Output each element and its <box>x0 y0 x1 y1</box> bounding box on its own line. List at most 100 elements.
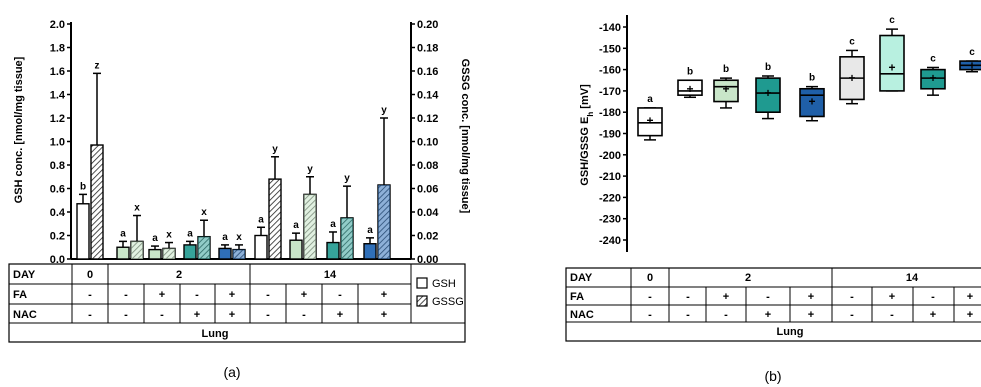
panel-a-right-tick-label: 0.14 <box>417 90 439 102</box>
box-body <box>799 87 825 118</box>
panel-a-right-tick-label: 0.12 <box>417 113 438 125</box>
panel-b-tick-label: -200 <box>599 150 621 162</box>
table-b-fa-cell: - <box>686 291 690 303</box>
table-a-nac-cell: + <box>229 309 235 321</box>
gssg-significance-letter: y <box>307 164 313 175</box>
box-mean-marker: + <box>808 95 815 109</box>
panel-b-tick-label: -220 <box>599 192 621 204</box>
legend-gssg-label: GSSG <box>432 296 464 308</box>
gsh-significance-letter: a <box>152 233 158 244</box>
panel-b-tick-label: -240 <box>599 235 621 247</box>
legend-gssg-swatch <box>416 295 428 307</box>
panel-b-axes: -140 -150 -160 -170 -180 -190 -200 -210 -220 -230… <box>599 15 628 252</box>
table-b-row-label: DAY <box>570 272 593 284</box>
legend-gsh-label: GSH <box>432 278 456 290</box>
panel-a-right-tick-label: 0.08 <box>417 160 438 172</box>
gssg-bar <box>90 144 104 260</box>
gsh-bar <box>76 203 90 260</box>
table-a-nac-cell: - <box>266 309 270 321</box>
gssg-bar-tint <box>378 184 390 259</box>
box-mean-marker: + <box>968 58 975 72</box>
table-b-tissue-label: Lung <box>777 326 804 338</box>
gssg-bar <box>268 178 282 260</box>
panel-b-tick-label: -140 <box>599 22 621 34</box>
panel-a-chart: GSH conc. [nmol/mg tissue] GSSG conc. [n… <box>13 19 471 266</box>
panel-a-left-tick-label: 1.4 <box>50 90 66 102</box>
box-significance-letter: b <box>809 73 815 84</box>
box-significance-letter: b <box>723 64 729 75</box>
box-significance-letter: b <box>765 62 771 73</box>
panel-b-tick-label: -210 <box>599 171 621 183</box>
panel-a-left-tick-label: 0.4 <box>50 207 66 219</box>
gsh-bar <box>326 241 340 260</box>
table-a-fa-cell: - <box>195 289 199 301</box>
gssg-bar-tint <box>341 217 353 259</box>
gssg-bar-tint <box>163 248 175 259</box>
panel-a-right-tick-label: 0.20 <box>417 19 438 31</box>
table-a-nac-cell: - <box>160 309 164 321</box>
table-a-row-label: FA <box>13 289 27 301</box>
box-mean-marker: + <box>646 114 653 128</box>
gsh-significance-letter: a <box>120 228 126 239</box>
box-body <box>755 77 781 114</box>
table-b-day-value: 0 <box>647 272 653 284</box>
table-b-nac-cell: - <box>850 309 854 321</box>
gsh-significance-letter: a <box>330 219 336 230</box>
table-b-fa-cell: + <box>808 291 814 303</box>
panel-b-tick-label: -160 <box>599 65 621 77</box>
box-mean-marker: + <box>722 82 729 96</box>
table-a-nac-cell: + <box>337 309 343 321</box>
panel-a-right-tick-label: 0.06 <box>417 184 438 196</box>
table-b-fa-cell: - <box>766 291 770 303</box>
panel-a-right-tick-label: 0.10 <box>417 137 438 149</box>
gsh-significance-letter: a <box>258 214 264 225</box>
box-significance-letter: c <box>849 36 855 47</box>
gssg-significance-letter: y <box>344 173 350 184</box>
gssg-significance-letter: x <box>166 230 172 241</box>
table-a-row-label: NAC <box>13 309 37 321</box>
panel-b-boxes: +a+b+b+b+b +c+c+c +c <box>637 15 981 141</box>
gsh-bar <box>289 239 303 260</box>
table-a-fa-cell: - <box>266 289 270 301</box>
gssg-significance-letter: x <box>201 207 207 218</box>
gssg-bar-tint <box>198 236 210 259</box>
panel-b-tick-label: -170 <box>599 86 621 98</box>
panel-a-right-tick-label: 0.16 <box>417 66 438 78</box>
table-b-day-value: 2 <box>745 272 751 284</box>
table-b-fa-cell: - <box>931 291 935 303</box>
box-significance-letter: c <box>969 47 975 58</box>
panel-a-right-tick-label: 0.02 <box>417 231 438 243</box>
gsh-bar <box>183 244 197 260</box>
box-body <box>713 79 739 103</box>
box-mean-marker: + <box>888 60 895 74</box>
table-a-nac-cell: - <box>88 309 92 321</box>
gssg-significance-letter: y <box>381 105 387 116</box>
panel-a-y2-axis-label: GSSG conc. [nmol/mg tissue] <box>459 59 471 214</box>
table-b-nac-cell: + <box>765 309 771 321</box>
panel-a-left-tick-label: 0.6 <box>50 184 65 196</box>
panel-a-right-tick-label: 0.04 <box>417 207 439 219</box>
table-a-fa-cell: + <box>301 289 307 301</box>
panel-a-left-tick-label: 1.0 <box>50 137 65 149</box>
box-mean-marker: + <box>848 71 855 85</box>
table-b-fa-cell: + <box>967 291 973 303</box>
gsh-bar <box>218 247 232 260</box>
table-b-nac-cell: - <box>724 309 728 321</box>
panel-b-caption: (b) <box>764 368 781 384</box>
panel-a-left-tick-label: 1.6 <box>50 66 65 78</box>
table-a-fa-cell: + <box>159 289 165 301</box>
table-a-fa-cell: - <box>88 289 92 301</box>
box-significance-letter: b <box>687 66 693 77</box>
table-b-fa-cell: + <box>889 291 895 303</box>
table-b-nac-cell: - <box>686 309 690 321</box>
table-b-fa-cell: - <box>850 291 854 303</box>
panel-a-right-tick-label: 0.00 <box>417 254 438 266</box>
gssg-significance-letter: z <box>95 60 100 71</box>
panel-b-tick-label: -150 <box>599 43 621 55</box>
panel-a-legend: GSH GSSG <box>416 277 464 308</box>
panel-b-tick-label: -180 <box>599 107 621 119</box>
box-mean-marker: + <box>686 82 693 96</box>
table-b-row-label: NAC <box>570 309 594 321</box>
